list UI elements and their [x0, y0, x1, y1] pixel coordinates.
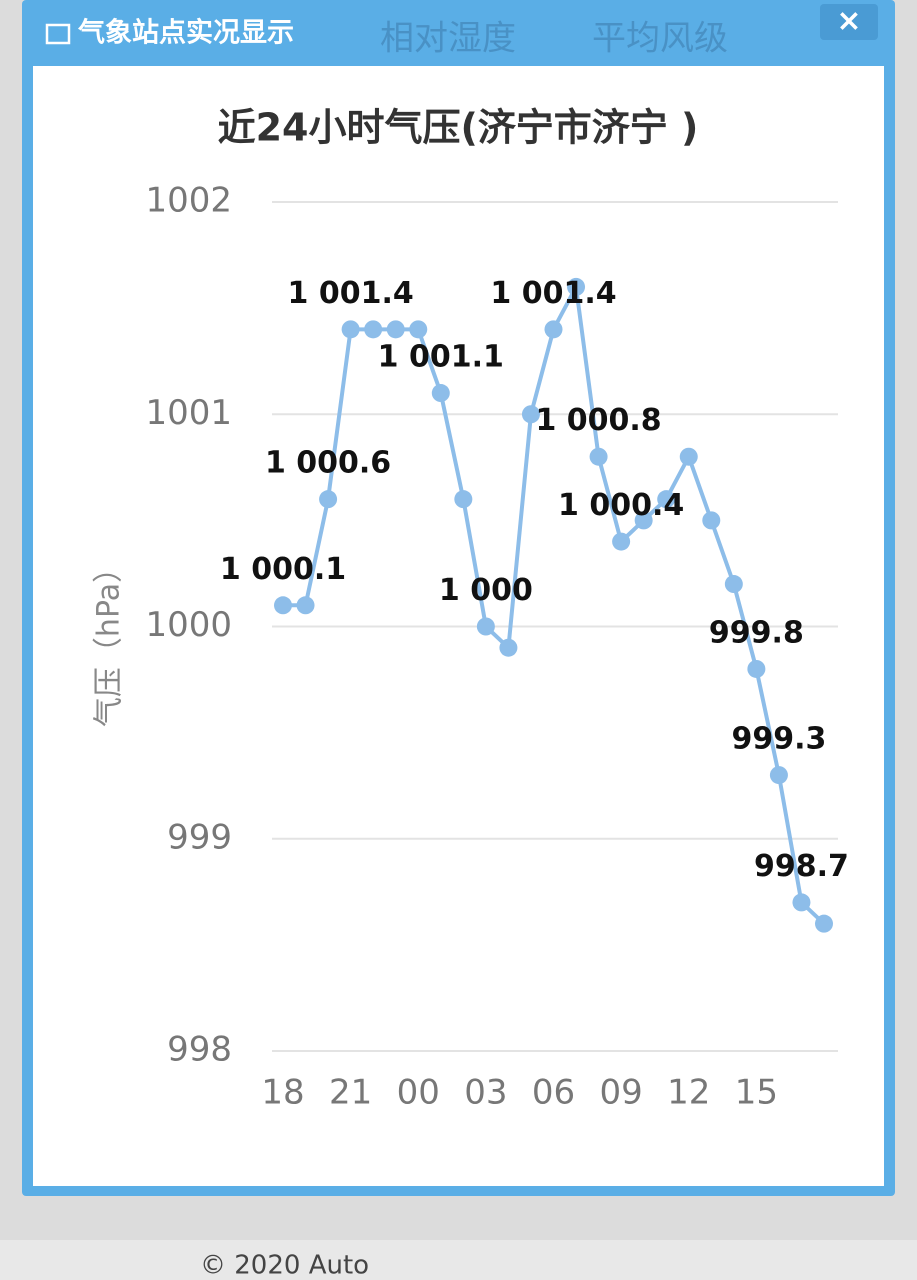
point [296, 596, 315, 615]
y-tick-label: 1000 [145, 605, 232, 645]
window-title: 气象站点实况显示 [77, 17, 294, 49]
point [386, 320, 405, 339]
point [544, 320, 563, 339]
x-tick-label: 09 [599, 1073, 642, 1113]
data-label: 1 001.1 [378, 340, 504, 375]
point [657, 490, 676, 509]
data-label: 1 000.4 [558, 488, 684, 523]
point [589, 447, 608, 466]
y-tick-label: 1001 [145, 393, 232, 433]
point [747, 659, 766, 678]
point [634, 511, 653, 530]
point [341, 320, 360, 339]
data-label: 1 000.6 [265, 446, 391, 481]
data-label: 999.8 [709, 615, 804, 650]
x-tick-label: 06 [532, 1073, 575, 1113]
y-tick-label: 1002 [145, 181, 232, 221]
x-tick-label: 15 [735, 1073, 778, 1113]
point [454, 490, 473, 509]
footer-text: © 2020 Auto [200, 1251, 369, 1280]
point [431, 384, 450, 403]
footer-bar [0, 1240, 917, 1280]
x-tick-label: 12 [667, 1073, 710, 1113]
y-axis-label: 气压（hPa） [92, 553, 127, 727]
background-tab: 相对湿度 [380, 19, 516, 59]
point [612, 532, 631, 551]
point [476, 617, 495, 636]
x-tick-label: 21 [329, 1073, 372, 1113]
point [679, 447, 698, 466]
data-label: 1 000.1 [220, 552, 346, 587]
x-tick-label: 00 [397, 1073, 440, 1113]
point [364, 320, 383, 339]
point [567, 277, 586, 296]
data-label: 1 001.4 [288, 276, 414, 311]
point [769, 766, 788, 785]
data-label: 1 000.8 [535, 403, 661, 438]
data-label: 1 000 [439, 573, 533, 608]
plot: 998 999 1000 1001 1002 18 21 00 03 06 09 12 15 1 000.… [145, 181, 848, 1113]
point [274, 596, 292, 615]
data-label: 999.3 [731, 722, 826, 757]
point [702, 511, 721, 530]
point [409, 320, 428, 339]
close-icon[interactable]: × [836, 4, 861, 39]
point [815, 914, 833, 933]
y-tick-label: 998 [167, 1030, 232, 1070]
point [319, 490, 338, 509]
point [521, 405, 540, 424]
point [724, 575, 743, 594]
window-icon [45, 23, 71, 45]
y-tick-label: 999 [167, 817, 232, 857]
x-tick-label: 03 [464, 1073, 507, 1113]
data-label: 998.7 [754, 849, 849, 884]
chart-title: 近24小时气压(济宁市济宁 ) [218, 106, 699, 150]
close-button[interactable] [820, 4, 878, 40]
point [499, 638, 518, 657]
point [792, 893, 811, 912]
data-label: 1 001.4 [490, 276, 616, 311]
background-tab: 平均风级 [592, 19, 728, 59]
x-tick-label: 18 [261, 1073, 304, 1113]
